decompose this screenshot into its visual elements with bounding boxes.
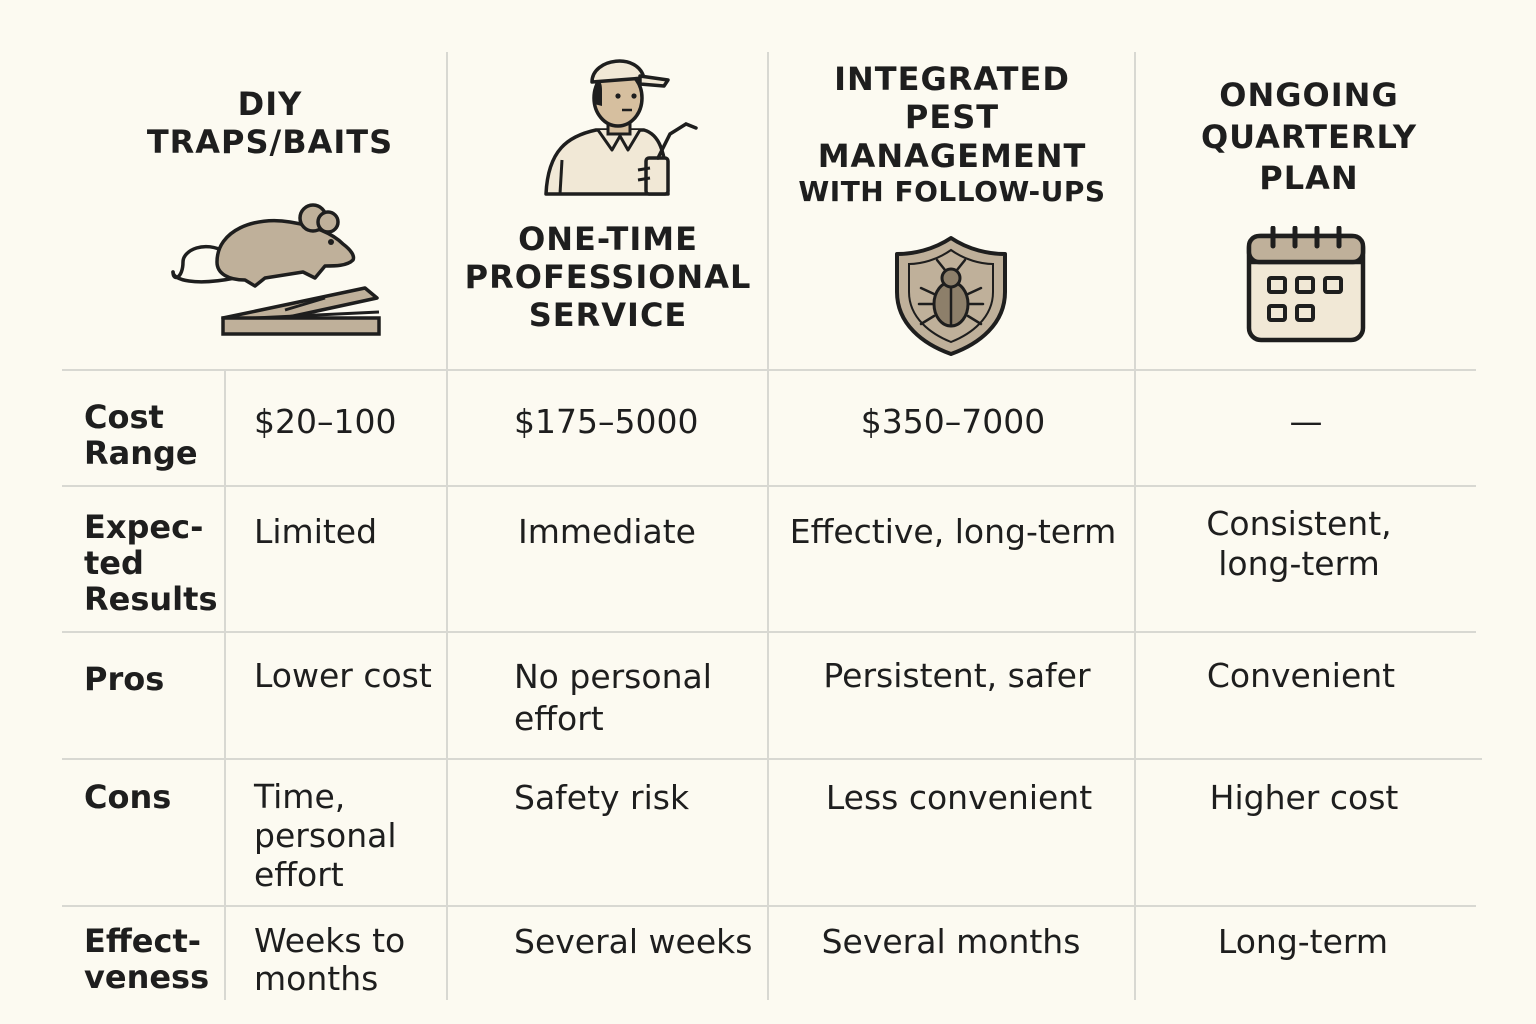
header-line: PEST [904,98,1000,137]
row-label-line: Effect- [84,922,202,960]
cell-line: Effective, long-term [789,512,1117,551]
column-header-one-time: ONE-TIME PROFESSIONAL SERVICE [448,220,768,334]
column-divider [446,52,448,1000]
cell-cost-one-time: $175–5000 [514,402,698,442]
cell-effectiveness-ipm: Several months [770,922,1132,962]
cell-line: Safety risk [514,778,690,817]
row-divider [62,631,1476,633]
cell-results-quarterly: Consistent, long-term [1136,504,1462,585]
cell-pros-diy: Lower cost [254,656,432,696]
row-divider [62,758,1482,760]
cell-line: Limited [254,512,378,551]
row-label-line: Pros [84,660,165,698]
technician-icon [544,59,698,196]
cell-line: long-term [1218,544,1380,584]
calendar-icon [1246,226,1366,343]
column-header-ipm: INTEGRATED PEST MANAGEMENT WITH FOLLOW-U… [770,60,1134,209]
cell-line: Less convenient [825,778,1093,817]
cell-line: No personal [514,657,712,696]
label-column-divider [224,370,226,1000]
row-label-effectiveness: Effect- veness [84,922,210,996]
column-divider [767,52,769,1000]
row-divider [62,905,1476,907]
cell-line: $20–100 [254,402,397,441]
cell-line: Several months [821,922,1081,961]
cell-line: Lower cost [254,656,432,695]
cell-line: Consistent, [1206,504,1392,543]
cell-line: Long-term [1217,922,1389,961]
row-divider [62,369,1476,371]
header-line: PLAN [1259,159,1359,198]
cell-line: months [254,958,379,998]
column-header-quarterly: ONGOING QUARTERLY PLAN [1136,75,1482,200]
cell-line: Several weeks [514,922,753,961]
row-label-line: Range [84,433,198,472]
cell-line: Convenient [1206,656,1396,695]
column-divider [1134,52,1136,1000]
header-line: DIY [237,85,303,123]
row-label-line: Results [84,579,218,618]
cell-cost-diy: $20–100 [254,402,396,442]
cell-results-ipm: Effective, long-term [770,512,1136,552]
header-line: PROFESSIONAL [464,257,752,296]
row-label-line: ted [84,543,144,582]
cell-line: Persistent, safer [823,656,1091,695]
cell-effectiveness-quarterly: Long-term [1136,922,1470,962]
cell-line: personal [254,815,397,855]
row-divider [62,485,1476,487]
cell-results-one-time: Immediate [448,512,766,552]
row-label-cons: Cons [84,778,172,816]
cell-effectiveness-diy: Weeks to months [254,922,405,997]
header-line: QUARTERLY [1200,117,1418,156]
cell-line: Weeks to [254,921,406,960]
header-line: WITH FOLLOW-UPS [798,175,1106,209]
cell-line: effort [254,854,344,894]
row-label-cost-range: Cost Range [84,398,198,472]
cell-line: Immediate [518,512,696,551]
cell-line: Time, [254,777,346,816]
cell-results-diy: Limited [254,512,377,552]
row-label-line: Cost [84,398,164,436]
cell-line: effort [514,699,604,739]
cell-line: Higher cost [1209,778,1399,817]
cell-cons-diy: Time, personal effort [254,777,397,895]
cell-cons-ipm: Less convenient [770,778,1148,818]
row-label-line: Expec- [84,508,204,546]
cell-cost-ipm: $350–7000 [770,402,1136,442]
cell-line: $175–5000 [514,402,699,441]
cell-effectiveness-one-time: Several weeks [514,922,752,962]
header-line: SERVICE [528,295,688,334]
bug-shield-icon [895,236,1007,356]
row-label-line: veness [84,957,210,996]
cell-line: $350–7000 [860,402,1046,441]
header-line: MANAGEMENT [817,136,1087,175]
row-label-pros: Pros [84,660,165,698]
cell-cons-quarterly: Higher cost [1136,778,1472,818]
cell-cons-one-time: Safety risk [514,778,689,818]
cell-pros-quarterly: Convenient [1136,656,1466,696]
header-line: ONGOING [1219,76,1399,114]
mouse-trap-icon [171,203,381,336]
header-line: TRAPS/BAITS [146,122,394,161]
row-label-line: Cons [84,778,172,816]
column-header-diy: DIY TRAPS/BAITS [120,85,420,162]
cell-line: — [1289,402,1323,441]
cell-cost-quarterly: — [1136,402,1476,442]
header-line: ONE-TIME [518,220,698,258]
header-line: INTEGRATED [834,60,1070,98]
cell-pros-one-time: No personal effort [514,656,712,740]
row-label-expected-results: Expec- ted Results [84,508,218,618]
cell-pros-ipm: Persistent, safer [770,656,1144,696]
